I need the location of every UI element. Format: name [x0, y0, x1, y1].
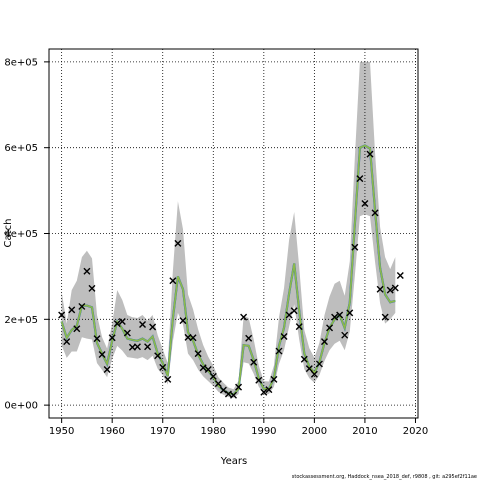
- observed-point-1983: [224, 390, 232, 398]
- observed-point-2012: [371, 209, 379, 217]
- observed-point-2004: [331, 313, 339, 321]
- y-tick-label-0: 0e+00: [4, 401, 38, 412]
- observed-point-1974: [179, 317, 187, 325]
- observed-point-1957: [93, 335, 101, 343]
- observed-point-1960: [108, 334, 116, 342]
- observed-point-2009: [356, 175, 364, 183]
- observed-point-1972: [169, 277, 177, 285]
- observed-point-1985: [235, 383, 243, 391]
- observed-point-2014: [381, 313, 389, 321]
- observed-point-1988: [250, 358, 258, 366]
- observed-point-1966: [139, 320, 147, 328]
- observed-point-1959: [103, 366, 111, 374]
- x-tick-label-1950: 1950: [49, 426, 74, 437]
- observed-point-1979: [204, 366, 212, 374]
- observed-point-2008: [351, 243, 359, 251]
- observed-point-1971: [164, 375, 172, 383]
- axis-layer: 1950 1960 1970 1980 1990 2000 2010 2020 0e+00 2e+…: [4, 57, 428, 437]
- observed-point-1951: [63, 338, 71, 346]
- observed-point-1996: [290, 307, 298, 315]
- observed-point-2001: [315, 360, 323, 368]
- observed-point-1977: [194, 350, 202, 358]
- y-tick-label-400000: 4e+05: [4, 229, 38, 240]
- y-axis-label: Catch: [3, 219, 14, 248]
- observed-point-2010: [361, 199, 369, 207]
- observed-point-1968: [149, 323, 157, 331]
- observed-point-1955: [83, 267, 91, 275]
- observed-point-1950: [58, 311, 66, 319]
- observed-point-2000: [310, 370, 318, 378]
- x-tick-label-2000: 2000: [302, 426, 327, 437]
- confidence-band-layer: [61, 61, 396, 398]
- observed-point-1994: [280, 332, 288, 340]
- observed-point-1992: [270, 375, 278, 383]
- observed-point-2003: [326, 324, 334, 332]
- observed-point-1993: [275, 347, 283, 355]
- y-tick-label-200000: 2e+05: [4, 315, 38, 326]
- observed-point-2013: [376, 285, 384, 293]
- observed-point-2006: [341, 331, 349, 339]
- observed-point-1976: [189, 334, 197, 342]
- observed-point-1987: [245, 334, 253, 342]
- observed-point-1980: [209, 372, 217, 380]
- observed-point-1965: [133, 343, 141, 351]
- observed-point-1970: [159, 363, 167, 371]
- observed-point-1962: [118, 317, 126, 325]
- x-tick-label-2020: 2020: [403, 426, 428, 437]
- observed-point-1963: [123, 329, 131, 337]
- observed-point-layer: [58, 150, 404, 399]
- x-tick-label-1980: 1980: [201, 426, 226, 437]
- observed-point-1973: [174, 239, 182, 247]
- observed-point-2002: [320, 338, 328, 346]
- observed-point-1981: [214, 380, 222, 388]
- observed-point-1982: [219, 386, 227, 394]
- observed-point-1999: [305, 365, 313, 373]
- confidence-band: [61, 61, 396, 398]
- observed-point-1991: [265, 386, 273, 394]
- observed-point-1954: [78, 302, 86, 310]
- x-tick-label-1970: 1970: [150, 426, 175, 437]
- observed-point-1969: [154, 352, 162, 360]
- observed-point-1978: [199, 364, 207, 372]
- observed-point-2005: [336, 311, 344, 319]
- observed-point-1998: [300, 355, 308, 363]
- observed-point-1984: [230, 391, 237, 399]
- observed-point-2015: [386, 286, 394, 294]
- observed-point-1953: [73, 325, 81, 333]
- observed-point-1952: [68, 306, 76, 314]
- observed-point-1989: [255, 376, 263, 384]
- observed-point-1958: [98, 351, 106, 358]
- observed-point-1956: [88, 284, 96, 292]
- x-tick-label-1960: 1960: [99, 426, 124, 437]
- observed-point-1986: [240, 313, 248, 321]
- x-tick-label-2010: 2010: [352, 426, 377, 437]
- observed-point-2007: [346, 309, 354, 317]
- footnote: stockassessment.org, Haddock_nsea_2018_d…: [292, 474, 477, 480]
- observed-point-2017: [396, 272, 404, 280]
- observed-point-2011: [366, 150, 374, 158]
- observed-point-1967: [144, 343, 152, 351]
- x-axis-label: Years: [220, 456, 247, 467]
- observed-point-2016: [391, 284, 399, 292]
- observed-point-1990: [260, 388, 268, 396]
- x-tick-label-1990: 1990: [251, 426, 276, 437]
- observed-point-1997: [295, 323, 303, 331]
- observed-point-1961: [113, 320, 121, 328]
- y-tick-label-800000: 8e+05: [4, 57, 38, 68]
- y-tick-label-600000: 6e+05: [4, 143, 38, 154]
